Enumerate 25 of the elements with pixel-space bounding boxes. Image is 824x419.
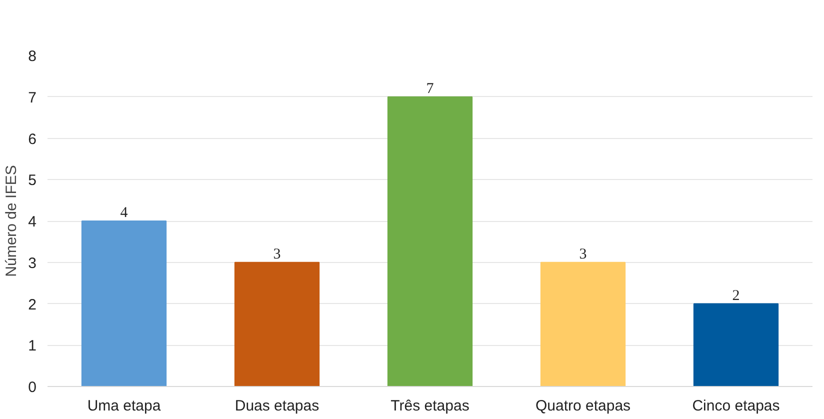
- y-tick-label: 4: [28, 214, 36, 230]
- x-tick-label: Cinco etapas: [692, 398, 780, 414]
- x-tick-label: Duas etapas: [234, 398, 320, 414]
- y-tick-label: 6: [28, 130, 36, 148]
- y-tick-label: 0: [28, 379, 36, 396]
- bar: [540, 262, 626, 386]
- data-label: 4: [120, 205, 128, 221]
- y-tick-label: 5: [28, 172, 36, 190]
- bar: [81, 220, 167, 386]
- x-tick-label: Uma etapa: [87, 398, 162, 414]
- data-label: 3: [273, 246, 281, 262]
- y-tick-label: 7: [28, 89, 36, 106]
- y-tick-label: 3: [28, 254, 36, 272]
- data-label: 2: [732, 288, 740, 304]
- bar: [387, 96, 473, 386]
- bar: [234, 262, 320, 386]
- x-tick-label: Quatro etapas: [535, 398, 631, 414]
- bar: [693, 303, 779, 386]
- y-tick-label: 2: [28, 296, 36, 314]
- y-axis-title: Número de IFES: [3, 165, 20, 277]
- data-label: 3: [579, 246, 587, 262]
- y-tick-label: 1: [28, 338, 36, 355]
- x-tick-label: Três etapas: [390, 398, 470, 414]
- data-label: 7: [426, 80, 434, 97]
- y-tick-label: 8: [28, 48, 36, 65]
